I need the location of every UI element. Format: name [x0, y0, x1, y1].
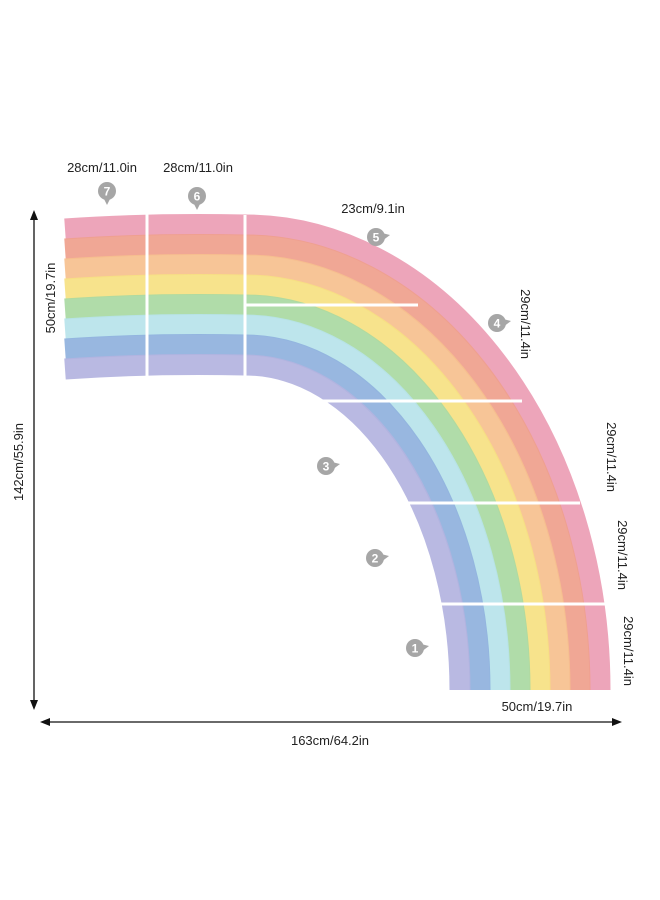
- segment-badge-1: 1: [406, 639, 429, 657]
- segment-badge-7: 7: [98, 182, 116, 205]
- segment-badge-5: 5: [367, 228, 390, 246]
- segment-badge-6: 6: [188, 187, 206, 210]
- height-arrow: [30, 210, 38, 710]
- segment-number: 5: [373, 231, 380, 245]
- segment-number: 7: [104, 185, 111, 199]
- rainbow-band-4: [64, 274, 551, 691]
- cut-lines: [145, 205, 612, 606]
- rainbow-band-6: [64, 314, 511, 691]
- segment-number: 6: [194, 190, 201, 204]
- rainbow-band-8: [64, 354, 471, 691]
- segment-4-size: 29cm/11.4in: [518, 289, 533, 359]
- segment-1-size: 29cm/11.4in: [621, 616, 636, 686]
- segment-3-size: 29cm/11.4in: [604, 422, 619, 492]
- segment-number: 1: [412, 642, 419, 656]
- segment-badge-4: 4: [488, 314, 511, 332]
- total-height-label: 142cm/55.9in: [11, 423, 26, 501]
- band-width-left-label: 50cm/19.7in: [43, 263, 58, 334]
- band-width-bottom-label: 50cm/19.7in: [502, 699, 573, 714]
- segment-badge-3: 3: [317, 457, 340, 475]
- rainbow-band-7: [64, 334, 491, 691]
- rainbow-band-1: [64, 214, 611, 691]
- segment-7-size: 28cm/11.0in: [67, 160, 137, 175]
- segment-2-size: 29cm/11.4in: [615, 520, 630, 590]
- rainbow-band-3: [64, 254, 571, 691]
- rainbow-bands: [64, 214, 611, 691]
- segment-5-size: 23cm/9.1in: [341, 201, 405, 216]
- segment-badge-2: 2: [366, 549, 389, 567]
- total-width-label: 163cm/64.2in: [291, 733, 369, 748]
- segment-number: 2: [372, 552, 379, 566]
- segment-6-size: 28cm/11.0in: [163, 160, 233, 175]
- segment-number: 4: [494, 317, 501, 331]
- segment-badges: 1 2 3 4 5 6 7: [98, 182, 511, 657]
- segment-number: 3: [323, 460, 330, 474]
- rainbow-band-2: [64, 234, 591, 691]
- rainbow-band-5: [64, 294, 531, 691]
- width-arrow: [40, 718, 622, 726]
